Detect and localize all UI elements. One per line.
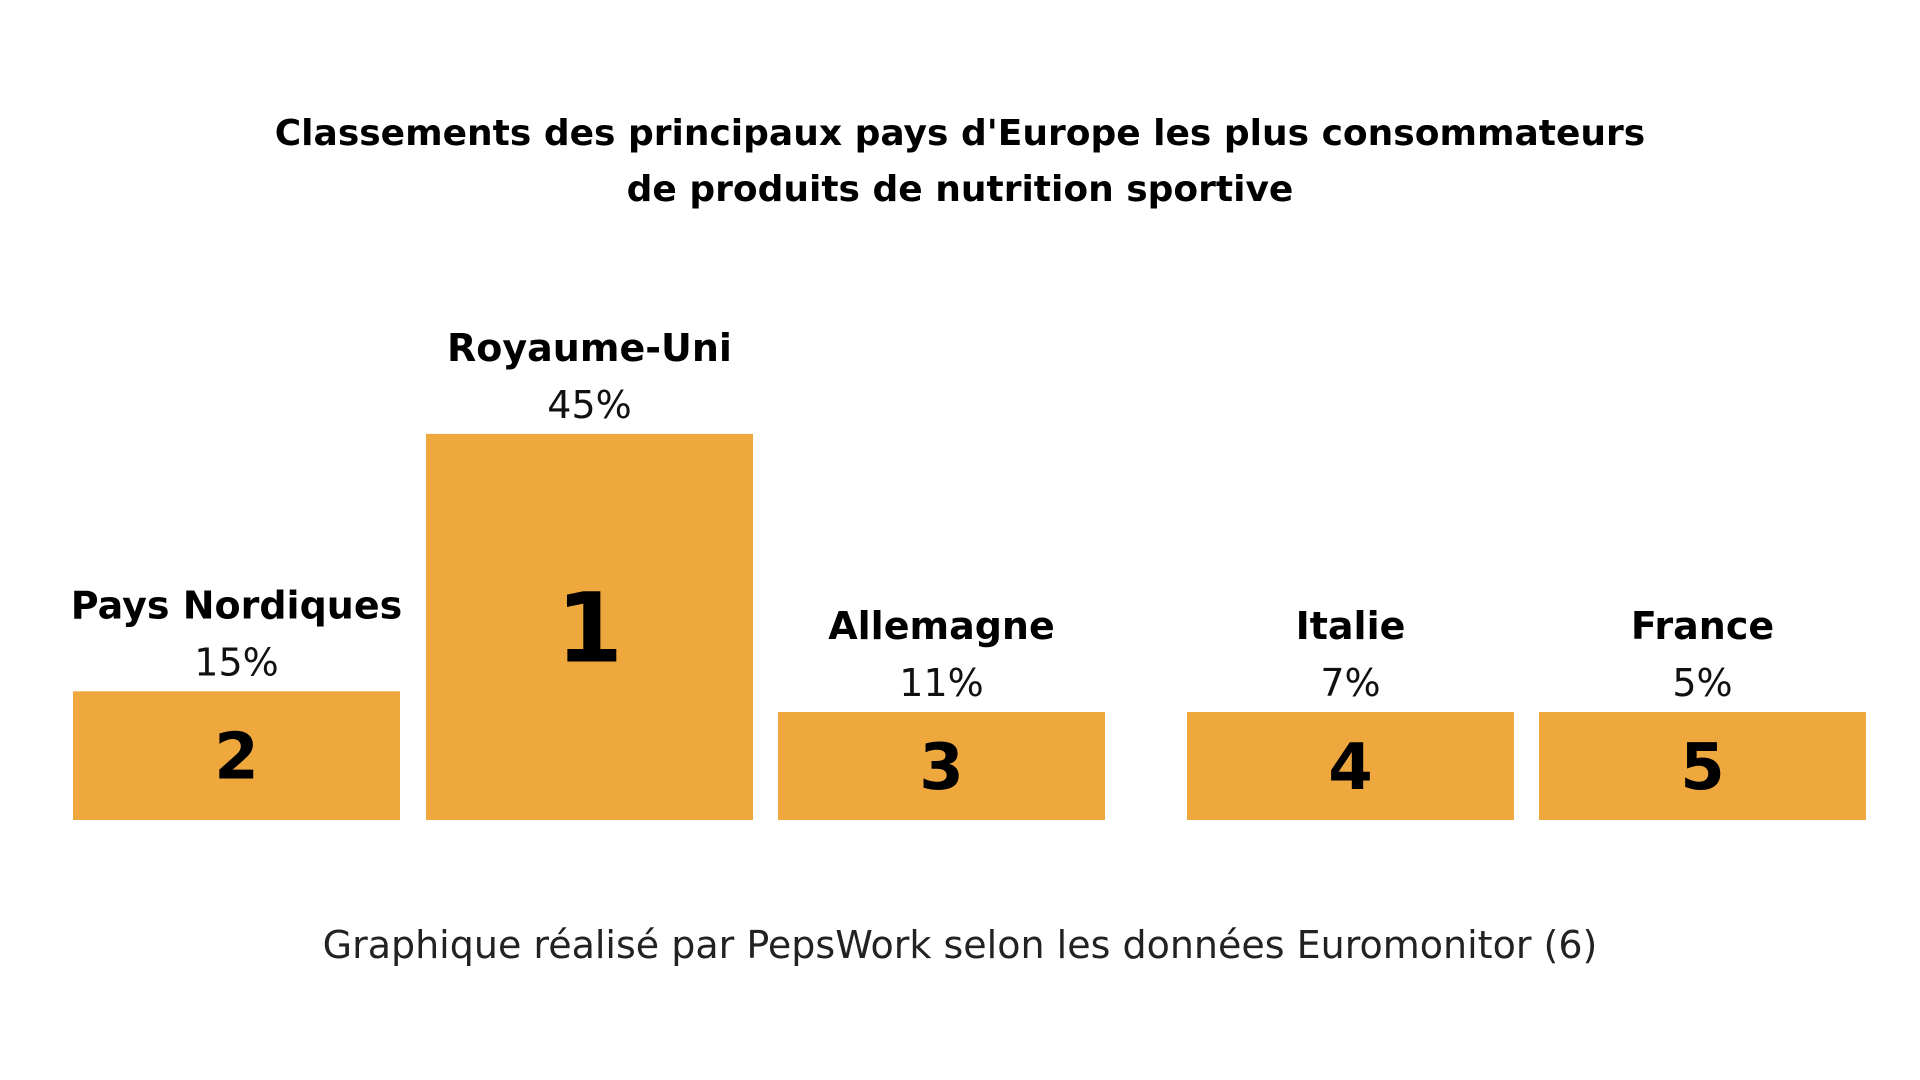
value-label: 7% [1320, 661, 1380, 705]
value-label: 45% [547, 383, 631, 427]
value-label: 5% [1672, 661, 1732, 705]
category-label: France [1631, 604, 1774, 648]
rank-label: 4 [1328, 731, 1373, 805]
category-label: Pays Nordiques [71, 583, 402, 627]
category-label: Italie [1296, 604, 1406, 648]
bar-allemagne [778, 712, 1105, 820]
category-label: Allemagne [828, 604, 1055, 648]
bar-pays-nordiques [73, 691, 400, 820]
category-label: Royaume-Uni [447, 326, 732, 370]
chart-title-line-1: Classements des principaux pays d'Europe… [274, 113, 1646, 154]
bar-italie [1187, 712, 1514, 820]
value-label: 11% [899, 661, 983, 705]
value-label: 15% [194, 640, 278, 684]
chart-title: Classements des principaux pays d'Europe… [0, 106, 1920, 218]
chart-caption: Graphique réalisé par PepsWork selon les… [322, 923, 1598, 967]
chart-title-line-2: de produits de nutrition sportive [626, 169, 1294, 210]
bar-france [1539, 712, 1866, 820]
rank-label: 2 [214, 721, 259, 795]
rank-label: 5 [1680, 731, 1725, 805]
rank-label: 3 [919, 731, 964, 805]
bar-royaume-uni [426, 433, 753, 820]
rank-label: 1 [556, 573, 623, 685]
